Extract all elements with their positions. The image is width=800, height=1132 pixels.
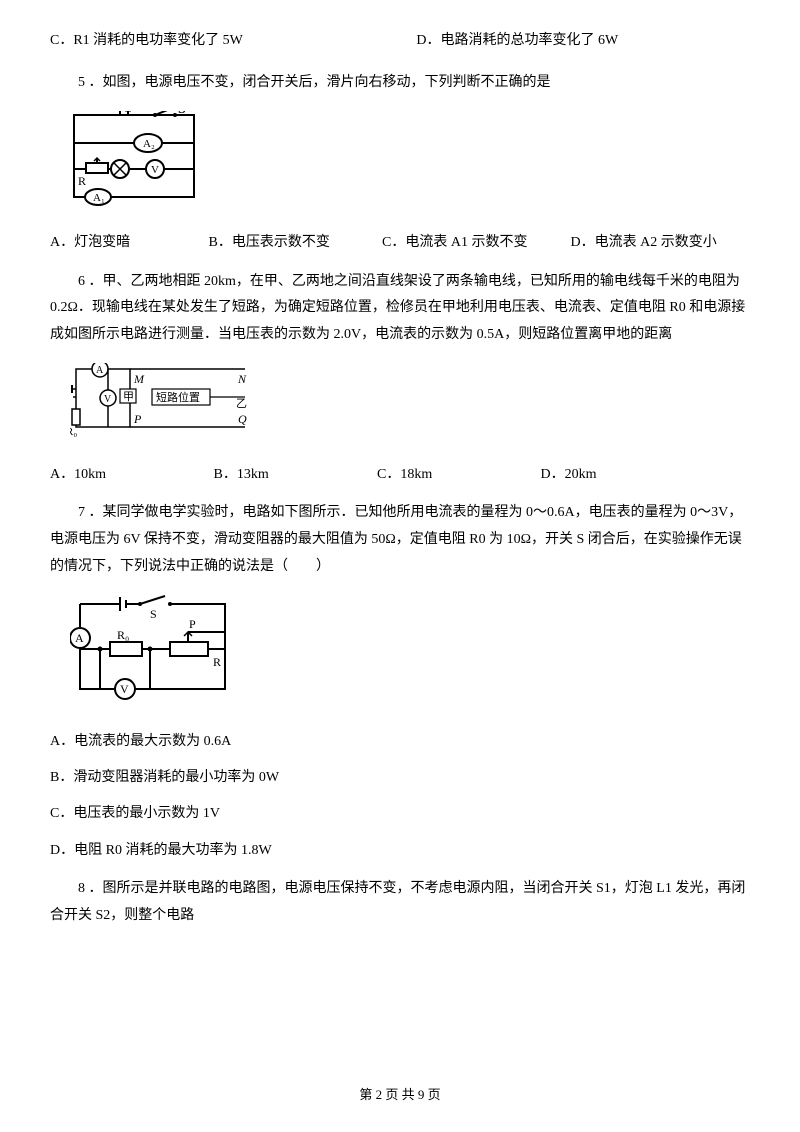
q7-opt-b: B．滑动变阻器消耗的最小功率为 0W <box>50 767 750 789</box>
q7-label-s: S <box>150 607 157 621</box>
q6-opt-b: B．13km <box>214 464 374 486</box>
q6-label-short: 短路位置 <box>156 390 200 404</box>
q6-label-n: N <box>237 372 247 386</box>
q5-opt-a: A．灯泡变暗 <box>50 232 205 254</box>
q5-meter-v: V <box>151 164 159 176</box>
q5-opt-b: B．电压表示数不变 <box>209 232 379 254</box>
q7-meter-a: A <box>75 631 84 645</box>
q6-label-m: M <box>133 372 145 386</box>
q6-label-r0: R₀ <box>70 426 77 438</box>
q4-options-cd: C．R1 消耗的电功率变化了 5W D．电路消耗的总功率变化了 6W <box>50 30 750 52</box>
q5-options: A．灯泡变暗 B．电压表示数不变 C．电流表 A1 示数不变 D．电流表 A2 … <box>50 232 750 254</box>
q4-opt-d: D．电路消耗的总功率变化了 6W <box>416 33 618 48</box>
q6-stem: 6 ．甲、乙两地相距 20km，在甲、乙两地之间沿直线架设了两条输电线，已知所用… <box>50 269 750 349</box>
q7-opt-c: C．电压表的最小示数为 1V <box>50 803 750 825</box>
q4-opt-c: C．R1 消耗的电功率变化了 5W <box>50 33 243 48</box>
q6-opt-c: C．18km <box>377 464 537 486</box>
q7-options: A．电流表的最大示数为 0.6A B．滑动变阻器消耗的最小功率为 0W C．电压… <box>50 731 750 863</box>
q5-meter-a1: A₁ <box>93 192 105 204</box>
q7-label-r0: R₀ <box>117 628 129 642</box>
q5-diagram: S A₂ V A₁ R <box>70 111 750 214</box>
q6-diagram: A V R₀ 甲 M N P Q 短路位置 乙 <box>70 363 750 446</box>
q6-meter-a: A <box>96 365 104 376</box>
q7-opt-d: D．电阻 R0 消耗的最大功率为 1.8W <box>50 840 750 862</box>
q7-opt-a: A．电流表的最大示数为 0.6A <box>50 731 750 753</box>
q6-label-yi: 乙 <box>236 397 247 410</box>
q6-label-jia: 甲 <box>123 391 134 403</box>
q5-opt-c: C．电流表 A1 示数不变 <box>382 232 567 254</box>
q6-meter-v: V <box>104 394 112 405</box>
q5-meter-a2: A₂ <box>143 138 155 150</box>
q6-opt-a: A．10km <box>50 464 210 486</box>
q6-options: A．10km B．13km C．18km D．20km <box>50 464 750 486</box>
q7-stem: 7 ．某同学做电学实验时，电路如下图所示．已知他所用电流表的量程为 0～0.6A… <box>50 500 750 580</box>
q5-label-r: R <box>78 174 86 188</box>
q7-label-p: P <box>189 617 196 631</box>
q7-label-r: R <box>213 655 221 669</box>
q6-label-q: Q <box>238 412 247 426</box>
q8-stem: 8 ．图所示是并联电路的电路图，电源电压保持不变，不考虑电源内阻，当闭合开关 S… <box>50 876 750 929</box>
q7-meter-v: V <box>120 682 129 696</box>
q7-diagram: S A R₀ P R V <box>70 594 750 712</box>
page-footer: 第 2 页 共 9 页 <box>50 1085 750 1106</box>
q5-stem: 5 ．如图，电源电压不变，闭合开关后，滑片向右移动，下列判断不正确的是 <box>50 70 750 97</box>
q6-opt-d: D．20km <box>541 464 597 486</box>
q5-opt-d: D．电流表 A2 示数变小 <box>571 232 717 254</box>
q5-label-s: S <box>178 111 186 117</box>
q6-label-p: P <box>133 412 142 426</box>
